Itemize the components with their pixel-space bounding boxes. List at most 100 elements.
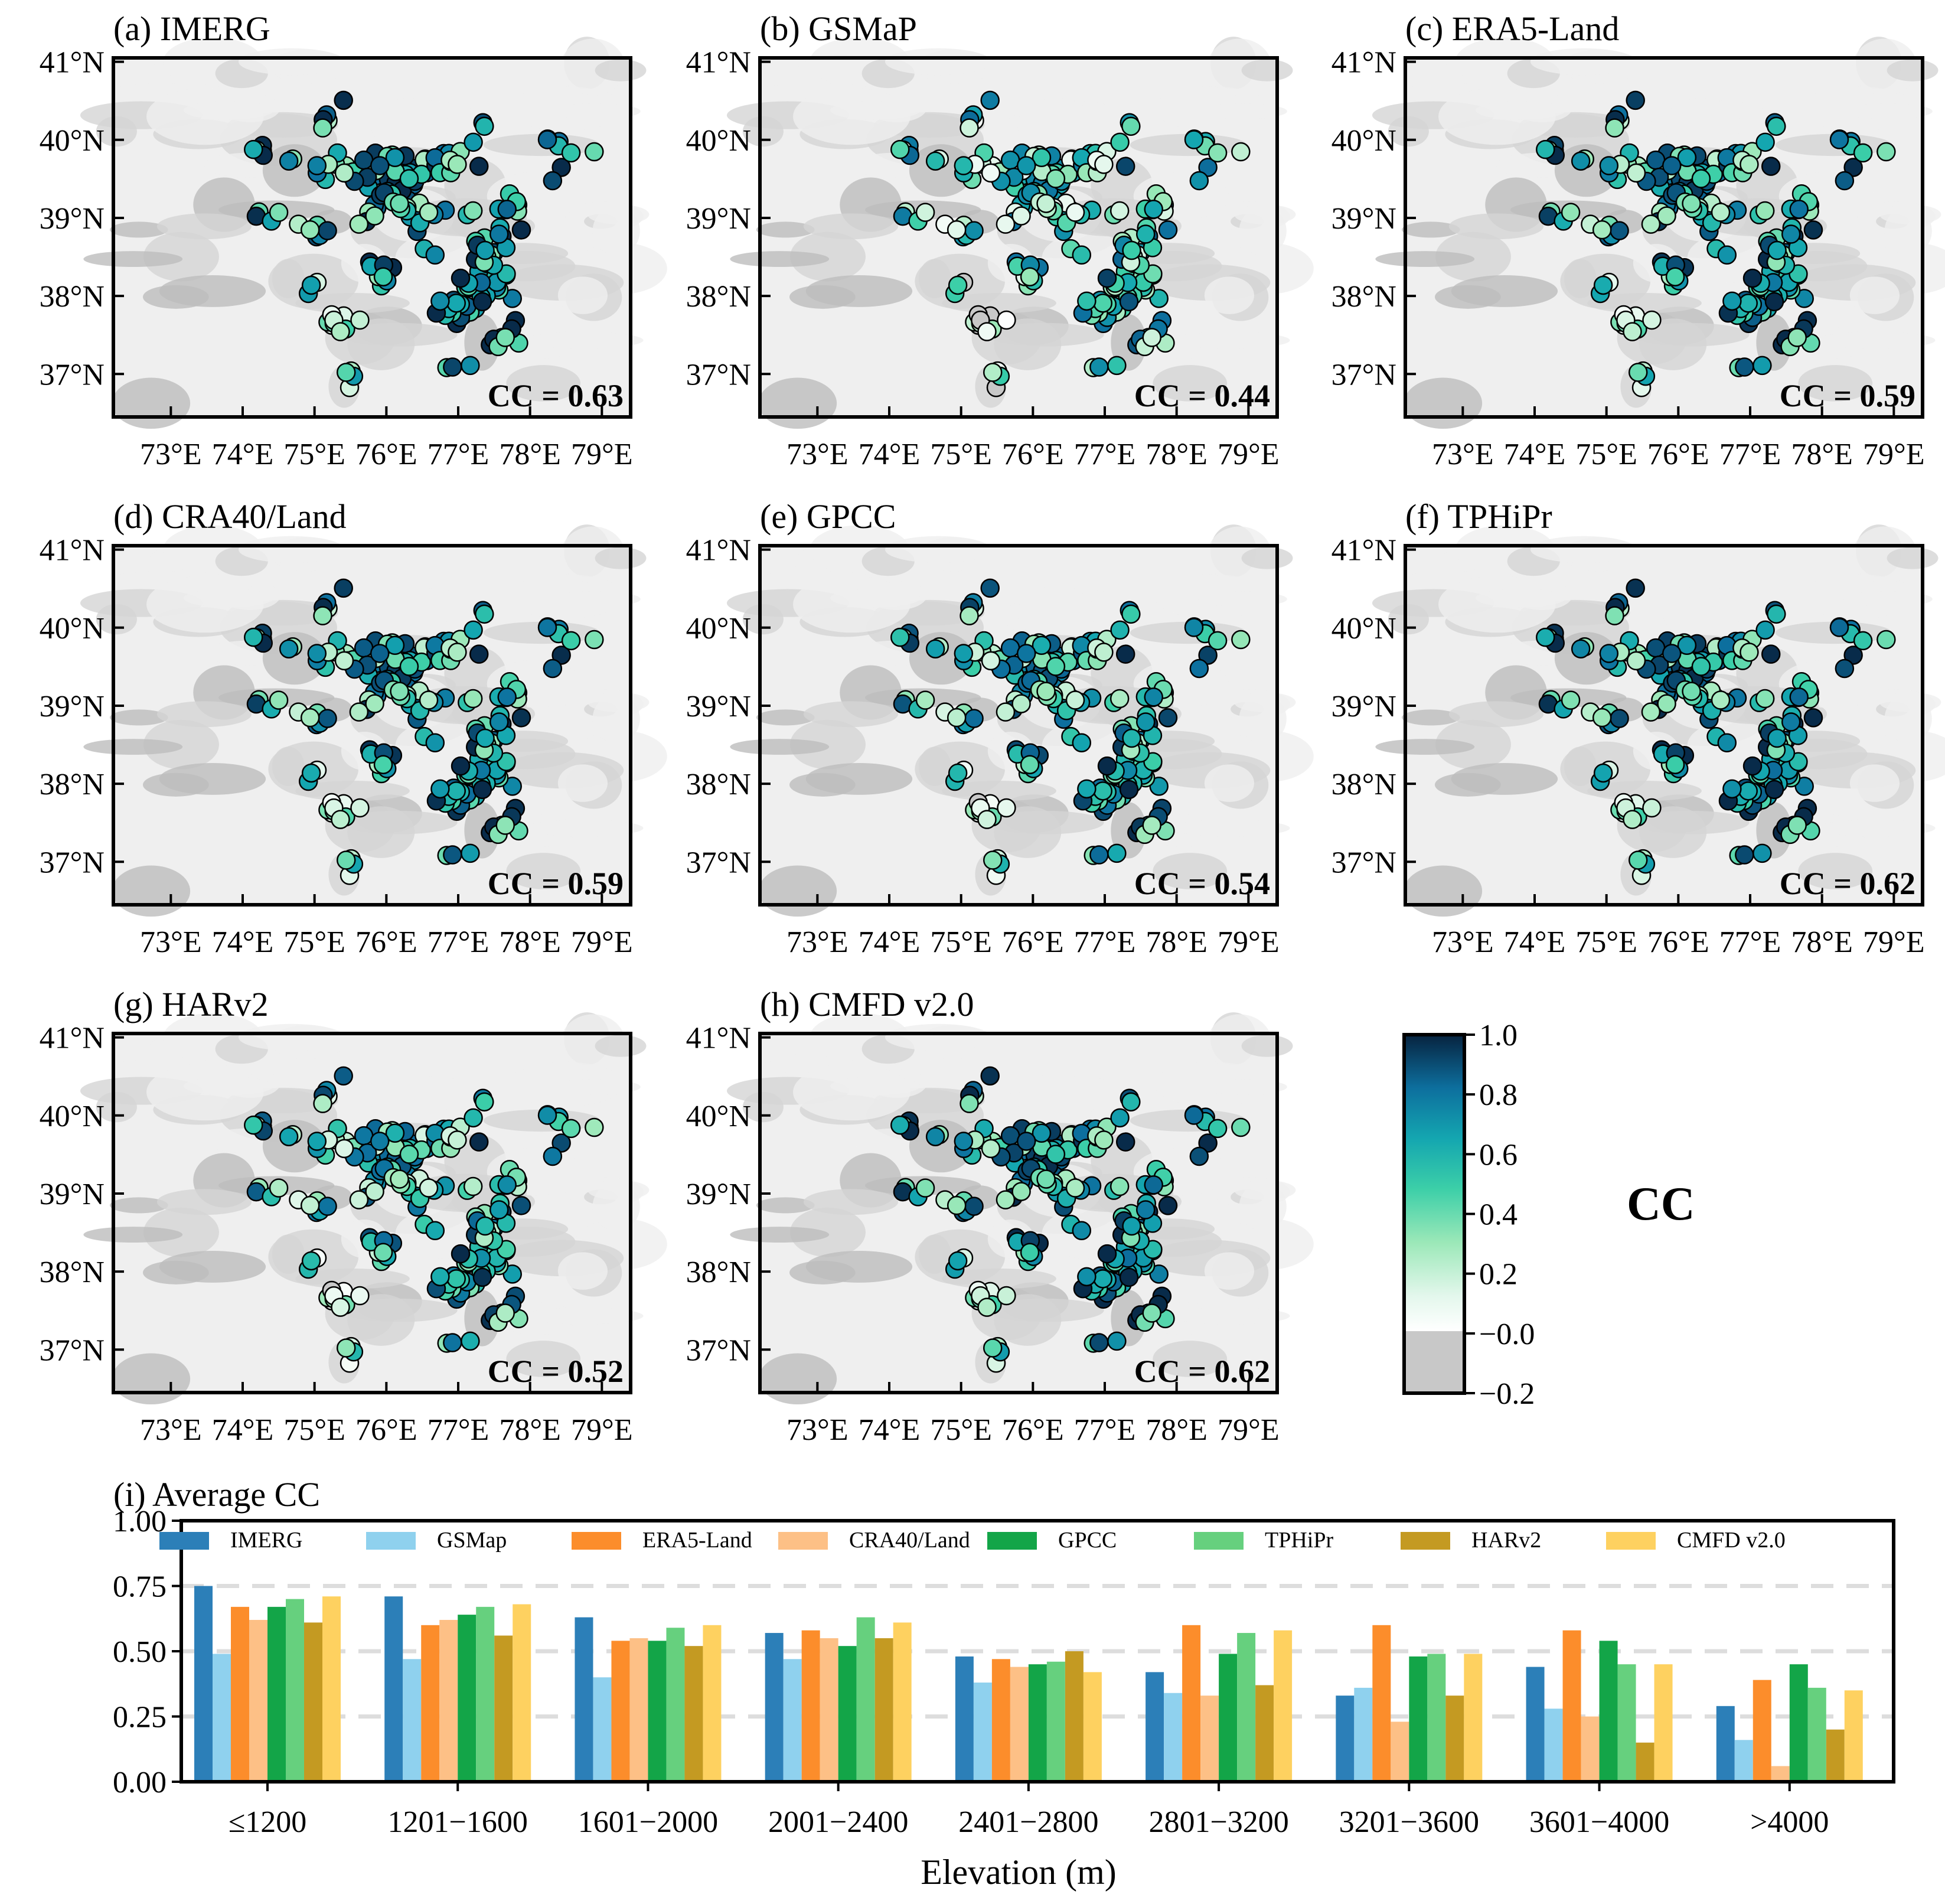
bar xyxy=(1028,1664,1047,1782)
station-marker xyxy=(497,200,517,219)
terrain-shade xyxy=(830,1077,921,1096)
station-marker xyxy=(1682,682,1701,701)
station-marker xyxy=(1016,1132,1036,1151)
lon-tick-label: 75°E xyxy=(283,925,345,959)
x-tick-label: 3601−4000 xyxy=(1529,1805,1669,1839)
terrain-shade xyxy=(942,1269,1056,1289)
terrain-shade xyxy=(1663,98,1741,152)
terrain-shade xyxy=(1639,806,1707,858)
terrain-shade xyxy=(184,589,274,608)
terrain-shade xyxy=(551,1079,641,1095)
station-marker xyxy=(446,1269,466,1289)
station-marker xyxy=(1593,763,1613,783)
lon-tick-label: 79°E xyxy=(571,1413,633,1447)
bar-chart: (i) Average CC 0.00 0.25 0.50 0.75 1.00 ≤120… xyxy=(113,1475,1895,1892)
station-marker xyxy=(269,203,289,222)
terrain-shade xyxy=(595,547,647,569)
terrain-shade xyxy=(506,1341,581,1377)
station-marker xyxy=(313,606,332,625)
terrain-shade xyxy=(1207,38,1272,96)
station-marker xyxy=(1628,363,1648,382)
station-marker xyxy=(419,690,439,710)
station-marker xyxy=(301,763,321,783)
station-marker xyxy=(996,1190,1016,1209)
station-marker xyxy=(334,651,354,671)
station-marker xyxy=(1121,604,1141,624)
station-marker xyxy=(1109,201,1130,221)
station-marker xyxy=(1189,171,1209,191)
bar xyxy=(231,1606,249,1782)
station-marker xyxy=(915,690,935,710)
terrain-shade xyxy=(1530,48,1637,76)
terrain-shade xyxy=(347,1294,415,1346)
station-marker xyxy=(301,275,321,295)
terrain-shade xyxy=(238,48,345,76)
station-marker xyxy=(318,1196,337,1216)
legend-label: HARv2 xyxy=(1471,1528,1541,1553)
station-marker xyxy=(430,779,450,799)
bar xyxy=(1046,1661,1065,1782)
terrain-shade xyxy=(238,536,345,563)
station-marker xyxy=(349,214,369,234)
station-marker xyxy=(472,292,492,312)
station-marker xyxy=(1119,1267,1139,1287)
terrain-shade xyxy=(1204,1252,1255,1290)
terrain-shade xyxy=(1234,204,1296,224)
station-marker xyxy=(1093,1269,1113,1289)
station-marker xyxy=(1208,143,1228,163)
station-marker xyxy=(385,635,405,655)
station-marker xyxy=(1109,689,1130,709)
station-marker xyxy=(954,156,974,175)
station-marker xyxy=(1677,635,1697,655)
terrain-shade xyxy=(1017,98,1095,152)
station-marker xyxy=(1646,638,1666,658)
lon-tick-label: 73°E xyxy=(1432,438,1494,471)
station-marker xyxy=(1755,620,1775,640)
terrain-shade xyxy=(1198,103,1287,119)
station-marker xyxy=(1020,755,1040,774)
station-marker xyxy=(1198,645,1218,665)
map-panel-1: 73°E 74°E 75°E 76°E 77°E 78°E 79°E 41°N 40°N 39°N… xyxy=(40,9,667,471)
bar xyxy=(194,1586,213,1782)
bar xyxy=(703,1625,722,1782)
station-marker xyxy=(537,130,557,149)
lon-tick-label: 77°E xyxy=(427,925,489,959)
station-marker xyxy=(1642,798,1662,818)
lat-tick-label: 40°N xyxy=(40,124,105,158)
station-marker xyxy=(1735,845,1754,865)
station-marker xyxy=(1110,620,1130,640)
bar xyxy=(384,1596,403,1782)
terrain-shade xyxy=(109,1197,168,1214)
terrain-shade xyxy=(1879,692,1941,712)
station-marker xyxy=(1571,639,1591,658)
lon-tick-label: 76°E xyxy=(355,438,417,471)
station-marker xyxy=(279,639,299,658)
y-tick-label: 0.25 xyxy=(113,1701,167,1735)
legend-swatch xyxy=(1194,1532,1244,1550)
station-marker xyxy=(511,220,531,240)
lon-tick-label: 78°E xyxy=(1791,438,1853,471)
station-marker xyxy=(925,639,945,658)
station-marker xyxy=(1072,245,1092,265)
station-marker xyxy=(947,708,967,728)
terrain-shade xyxy=(272,746,305,786)
station-marker xyxy=(1121,1092,1141,1112)
bar xyxy=(893,1622,912,1782)
map-frame xyxy=(112,1032,632,1394)
lon-tick-label: 76°E xyxy=(1647,925,1709,959)
terrain-shade xyxy=(1401,709,1460,726)
lat-tick-label: 39°N xyxy=(40,690,105,723)
lat-tick-label: 40°N xyxy=(40,1100,105,1133)
station-marker xyxy=(446,294,466,313)
station-marker xyxy=(443,357,462,377)
lat-tick-label: 37°N xyxy=(40,1334,105,1367)
bar xyxy=(1844,1690,1863,1782)
station-marker xyxy=(977,322,997,341)
terrain-shade xyxy=(1204,764,1255,802)
station-marker xyxy=(448,155,467,174)
panel-cc-value: CC = 0.62 xyxy=(1134,1354,1270,1389)
station-marker xyxy=(446,781,466,801)
station-marker xyxy=(981,163,1001,183)
terrain-shade xyxy=(262,144,327,197)
bar xyxy=(1599,1641,1618,1782)
